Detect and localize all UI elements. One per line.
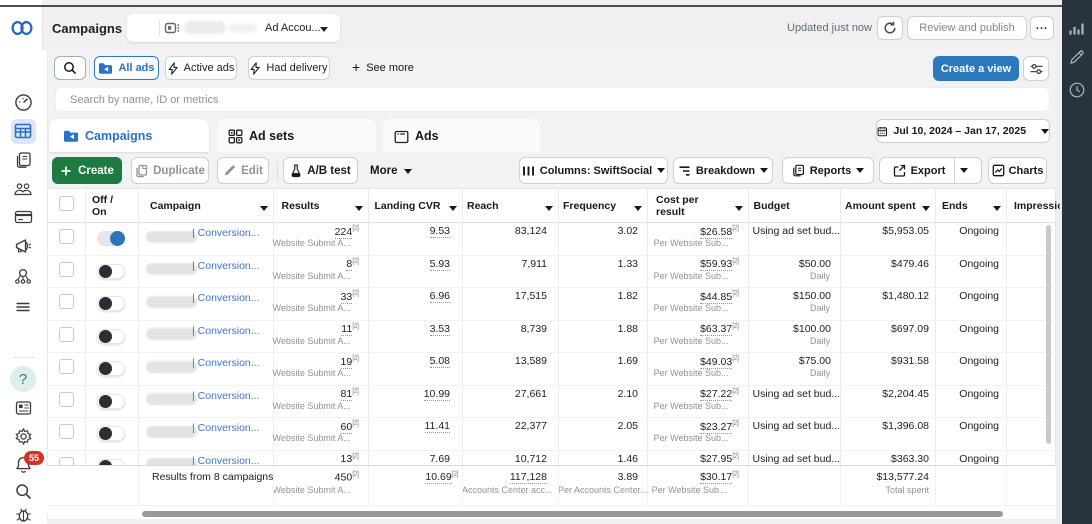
svg-text:?: ? [19,371,27,388]
